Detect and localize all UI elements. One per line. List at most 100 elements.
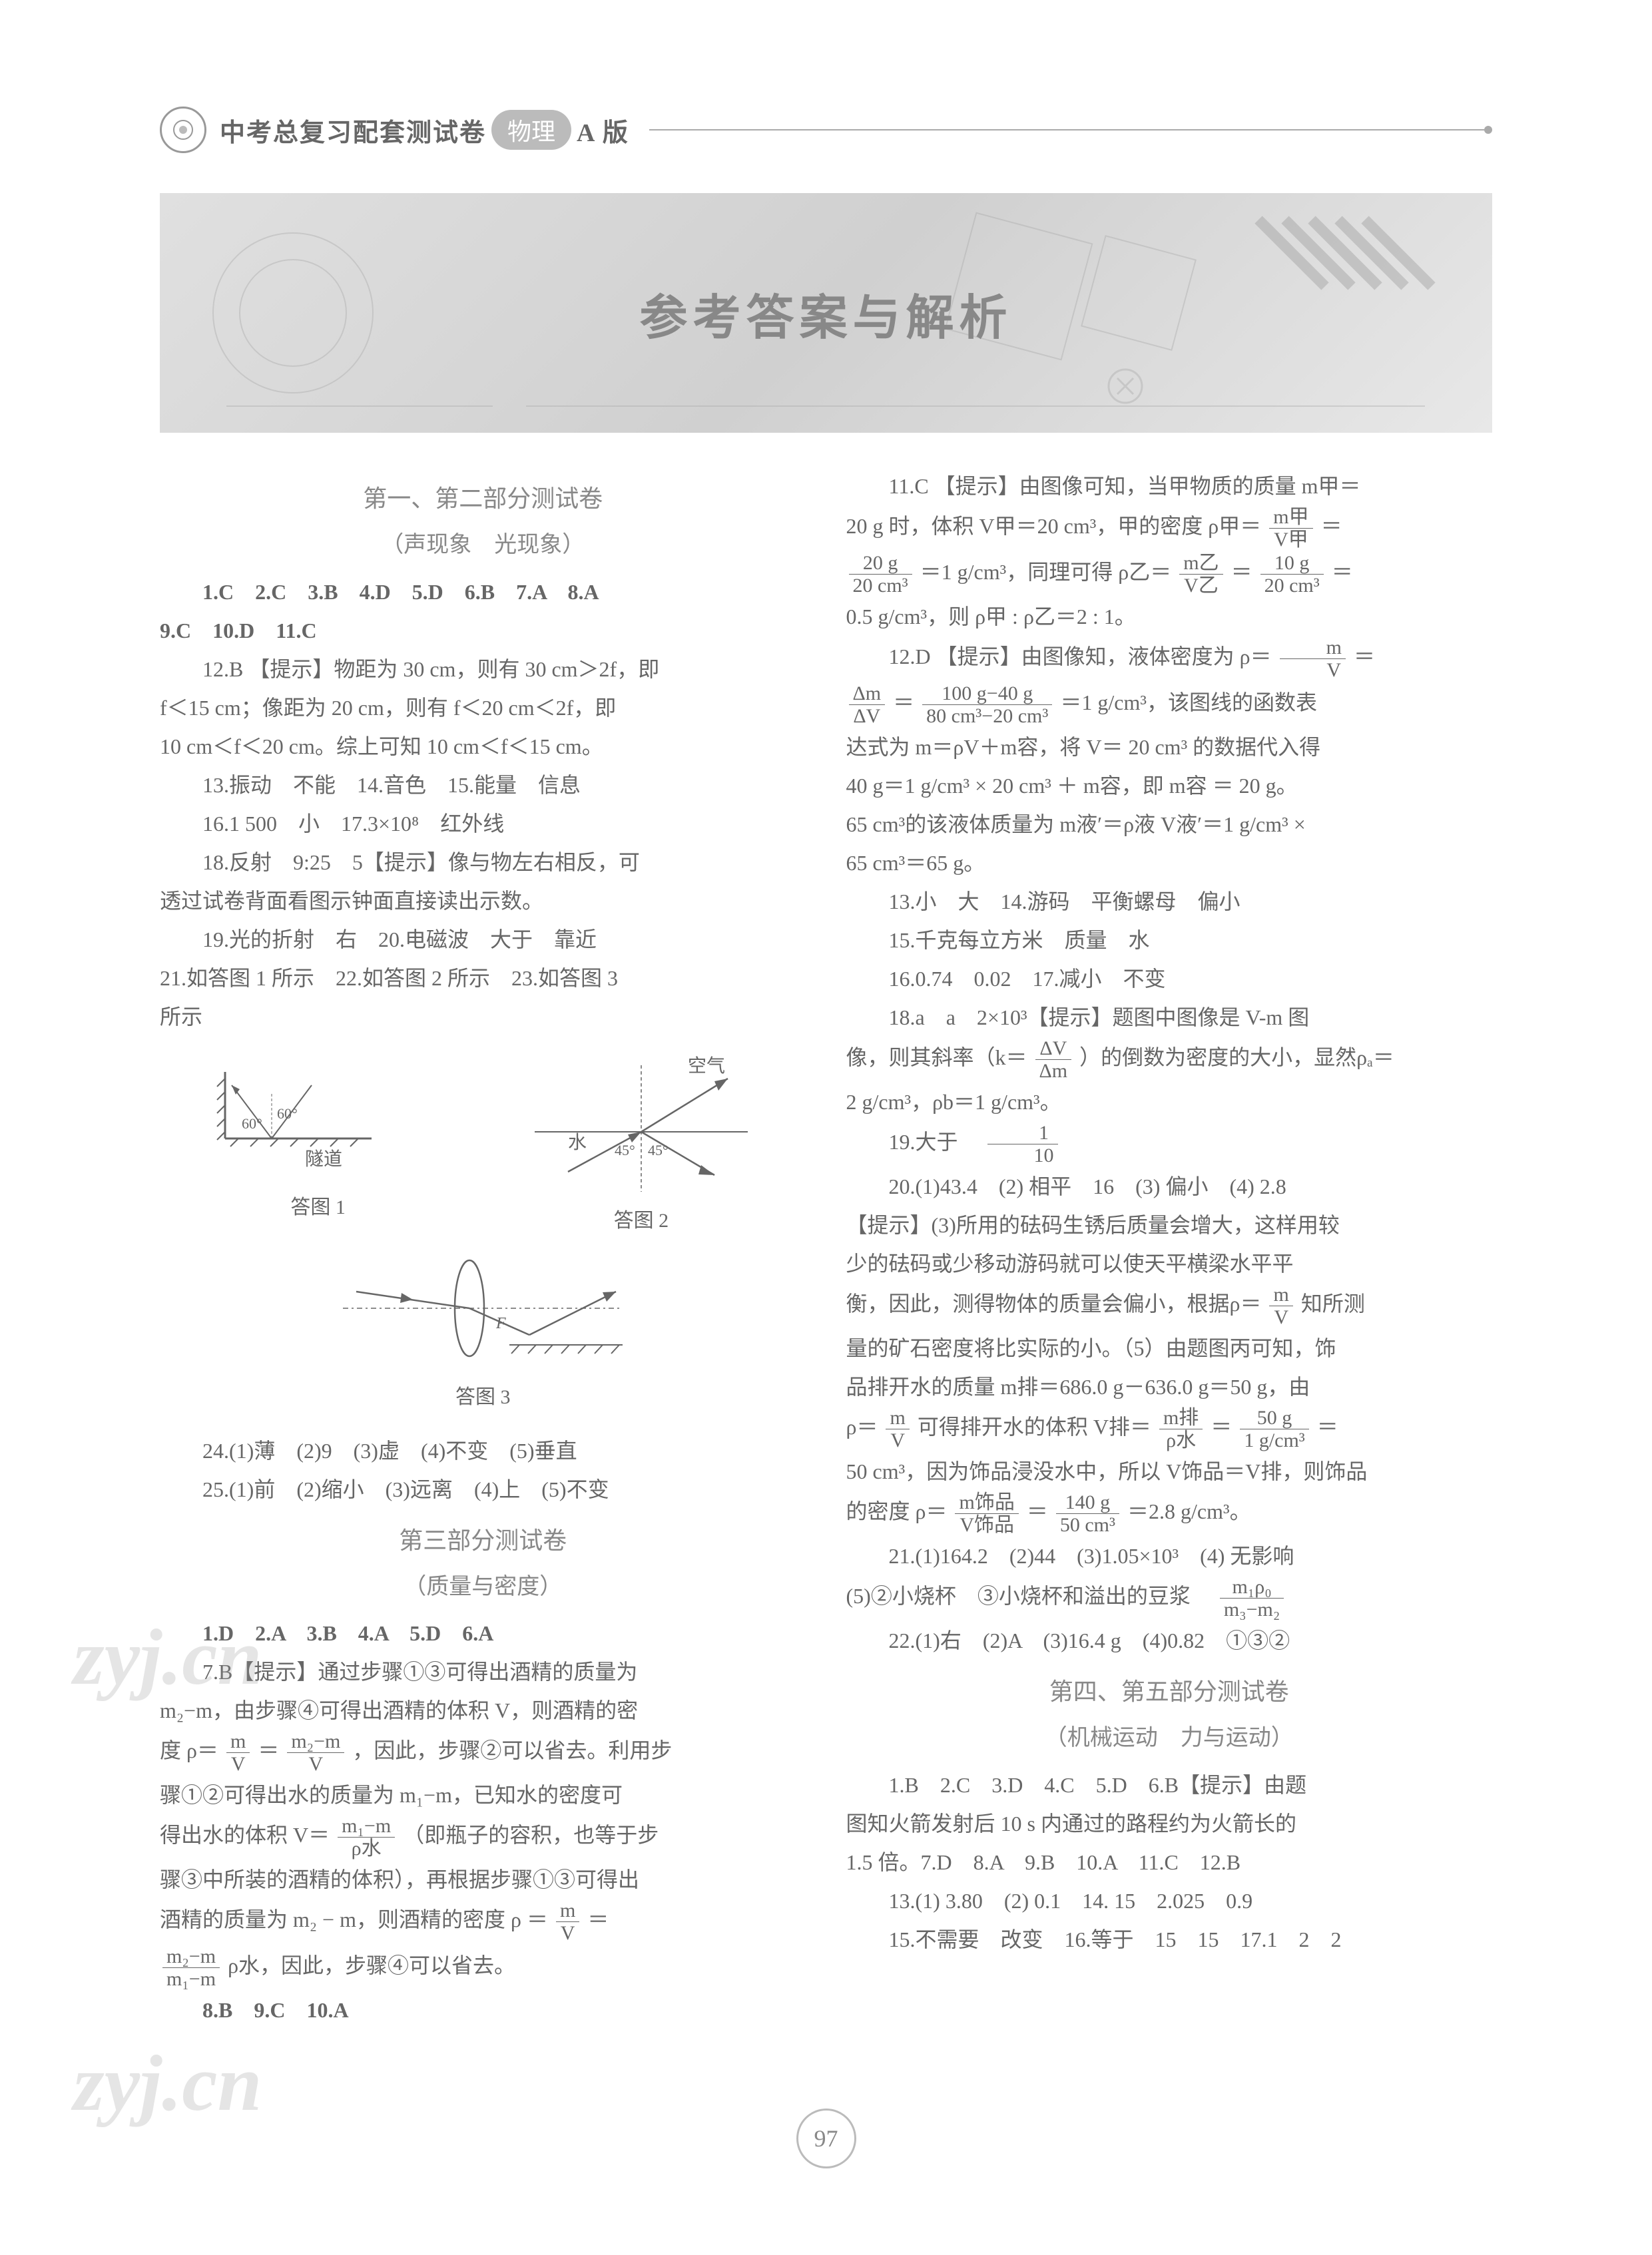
text: 20 g 时，体积 V甲＝20 cm³，甲的密度 ρ甲＝ (846, 514, 1262, 538)
text: ＝1 g/cm³，同理可得 ρ乙＝ (920, 560, 1172, 584)
text: 像，则其斜率（k＝ (846, 1045, 1027, 1069)
header-rule-line (649, 129, 1492, 130)
text: 可得排开水的体积 V排＝ (918, 1415, 1151, 1439)
s1-q12-c: 10 cm＜f＜20 cm。综上可知 10 cm＜f＜15 cm。 (160, 728, 806, 765)
text: ＝1 g/cm³，该图线的函数表 (1060, 690, 1317, 714)
text: 知所测 (1301, 1292, 1365, 1316)
r-q20-c: 少的砝码或少移动游码就可以使天平横梁水平平 (846, 1245, 1493, 1282)
s3-q13: 13.(1) 3.80 (2) 0.1 14. 15 2.025 0.9 (846, 1882, 1493, 1919)
text: ）的倒数为密度的大小，显然ρₐ＝ (1079, 1045, 1394, 1069)
numerator: 20 g (849, 552, 912, 575)
s1-q21-a: 21.如答图 1 所示 22.如答图 2 所示 23.如答图 3 (160, 959, 806, 997)
s1-q25: 25.(1)前 (2)缩小 (3)远离 (4)上 (5)不变 (160, 1471, 806, 1508)
s2-q7-c: 度 ρ＝ mV ＝ m₂−mV ，因此，步骤②可以省去。利用步 (160, 1730, 806, 1775)
text: 得出水的体积 V＝ (160, 1823, 330, 1847)
r-q11-b: 20 g 时，体积 V甲＝20 cm³，甲的密度 ρ甲＝ m甲V甲 ＝ (846, 506, 1493, 551)
r-q12-c: 达式为 m＝ρV＋m容，将 V＝ 20 cm³ 的数据代入得 (846, 728, 1493, 766)
text: 度 ρ＝ (160, 1738, 218, 1762)
fraction: m₂−mV (287, 1730, 344, 1775)
fig2-label: 答图 2 (521, 1204, 761, 1239)
diagram-1: 60° 60° 隧道 答图 1 (205, 1052, 431, 1239)
r-q20-f: 品排开水的质量 m排＝686.0 g－636.0 g＝50 g，由 (846, 1368, 1493, 1405)
right-column: 11.C 【提示】由图像可知，当甲物质的质量 m甲＝ 20 g 时，体积 V甲＝… (846, 466, 1493, 2030)
fraction: mV (226, 1730, 250, 1775)
fraction: mV (1269, 1284, 1292, 1328)
fraction: 100 g−40 g80 cm³−20 cm³ (922, 682, 1052, 727)
s3-line1-a: 1.B 2.C 3.D 4.C 5.D 6.B【提示】由题 (846, 1766, 1493, 1804)
s1-answers-2: 9.C 10.D 11.C (160, 612, 806, 649)
denominator: V (226, 1753, 250, 1775)
s1-answers-1: 1.C 2.C 3.B 4.D 5.D 6.B 7.A 8.A (160, 573, 806, 611)
r-q18-c: 2 g/cm³，ρb＝1 g/cm³。 (846, 1083, 1493, 1121)
s1-q13: 13.振动 不能 14.音色 15.能量 信息 (160, 766, 806, 804)
text: ρ＝ (846, 1415, 878, 1439)
section2-subtitle: （质量与密度） (160, 1567, 806, 1607)
svg-text:45°: 45° (615, 1142, 635, 1158)
s2-q7-h: m₂−mm₁−m ρ水，因此，步骤④可以省去。 (160, 1945, 806, 1990)
r-q20-a: 20.(1)43.4 (2) 相平 16 (3) 偏小 (4) 2.8 (846, 1168, 1493, 1205)
r-q12-f: 65 cm³＝65 g。 (846, 844, 1493, 881)
s2-answers-2: 8.B 9.C 10.A (160, 1991, 806, 2029)
numerator: m₁ρ₀ (1220, 1576, 1284, 1599)
s1-q24: 24.(1)薄 (2)9 (3)虚 (4)不变 (5)垂直 (160, 1432, 806, 1469)
text: (5)②小烧杯 ③小烧杯和溢出的豆浆 (846, 1584, 1212, 1608)
s1-q19: 19.光的折射 右 20.电磁波 大于 靠近 (160, 921, 806, 958)
r-q15: 15.千克每立方米 质量 水 (846, 921, 1493, 959)
section2-title: 第三部分测试卷 (160, 1520, 806, 1562)
text: 19.大于 (889, 1130, 979, 1154)
s3-line1-b: 图知火箭发射后 10 s 内通过的路程约为火箭长的 (846, 1805, 1493, 1842)
text: ＝ (893, 690, 914, 714)
denominator: 20 cm³ (1260, 575, 1324, 597)
numerator: 50 g (1240, 1407, 1308, 1429)
denominator: ΔV (849, 705, 886, 727)
s1-q12-a: 12.B 【提示】物距为 30 cm，则有 30 cm＞2f，即 (160, 650, 806, 688)
r-q12-d: 40 g＝1 g/cm³ × 20 cm³ ＋ m容，即 m容 ＝ 20 g。 (846, 767, 1493, 804)
denominator: 10 (987, 1144, 1058, 1166)
fraction: m乙V乙 (1179, 552, 1223, 597)
r-q20-d: 衡，因此，测得物体的质量会偏小，根据ρ＝ mV 知所测 (846, 1284, 1493, 1328)
banner-title: 参考答案与解析 (639, 278, 1012, 348)
numerator: m乙 (1179, 552, 1223, 575)
r-q20-g: ρ＝ mV 可得排开水的体积 V排＝ m排ρ水 ＝ 50 g1 g/cm³ ＝ (846, 1407, 1493, 1451)
fraction: m饰品V饰品 (955, 1491, 1018, 1536)
header-title-post: A 版 (577, 112, 629, 148)
r-q21-b: (5)②小烧杯 ③小烧杯和溢出的豆浆 m₁ρ₀m₃−m₂ (846, 1576, 1493, 1621)
denominator: V乙 (1179, 575, 1223, 597)
r-q12-b: ΔmΔV ＝ 100 g−40 g80 cm³−20 cm³ ＝1 g/cm³，… (846, 682, 1493, 727)
text: ＝2.8 g/cm³。 (1127, 1499, 1251, 1523)
section1-subtitle: （声现象 光现象） (160, 525, 806, 565)
diagram-row-2: F 答图 3 (160, 1255, 806, 1415)
r-q18-a: 18.a a 2×10³【提示】题图中图像是 V-m 图 (846, 999, 1493, 1036)
numerator: Δm (849, 682, 886, 705)
numerator: m (226, 1730, 250, 1753)
numerator: 1 (987, 1122, 1058, 1144)
denominator: 1 g/cm³ (1240, 1429, 1308, 1451)
s1-q16: 16.1 500 小 17.3×10⁸ 红外线 (160, 805, 806, 842)
numerator: 140 g (1056, 1491, 1119, 1514)
denominator: V (1269, 1306, 1292, 1328)
banner: 参考答案与解析 (160, 193, 1492, 433)
svg-text:60°: 60° (242, 1115, 262, 1132)
content-columns: 第一、第二部分测试卷 （声现象 光现象） 1.C 2.C 3.B 4.D 5.D… (160, 466, 1492, 2030)
numerator: m饰品 (955, 1491, 1018, 1514)
text: （即瓶子的容积，也等于步 (403, 1823, 659, 1847)
numerator: m甲 (1269, 506, 1312, 529)
section1-title: 第一、第二部分测试卷 (160, 478, 806, 520)
denominator: 20 cm³ (849, 575, 912, 597)
svg-text:45°: 45° (648, 1142, 669, 1158)
s3-q15: 15.不需要 改变 16.等于 15 15 17.1 2 2 (846, 1921, 1493, 1958)
fraction: 10 g20 cm³ (1260, 552, 1324, 597)
denominator: V (287, 1753, 344, 1775)
r-q12-a: 12.D 【提示】由图像知，液体密度为 ρ＝ mV ＝ (846, 636, 1493, 681)
s1-q21-b: 所示 (160, 998, 806, 1035)
s2-q7-f: 骤③中所装的酒精的体积），再根据步骤①③可得出 (160, 1861, 806, 1898)
numerator: m₂−m (162, 1945, 220, 1968)
fraction: ΔVΔm (1035, 1037, 1072, 1082)
fraction: ΔmΔV (849, 682, 886, 727)
section3-subtitle: （机械运动 力与运动） (846, 1718, 1493, 1758)
r-q20-h: 50 cm³，因为饰品浸没水中，所以 V饰品＝V排，则饰品 (846, 1453, 1493, 1490)
fig2-air-label: 空气 (688, 1055, 725, 1077)
r-q12-e: 65 cm³的该液体质量为 m液′＝ρ液 V液′＝1 g/cm³ × (846, 806, 1493, 843)
fraction: mV (1280, 636, 1346, 681)
header-subject-pill: 物理 (491, 110, 571, 150)
